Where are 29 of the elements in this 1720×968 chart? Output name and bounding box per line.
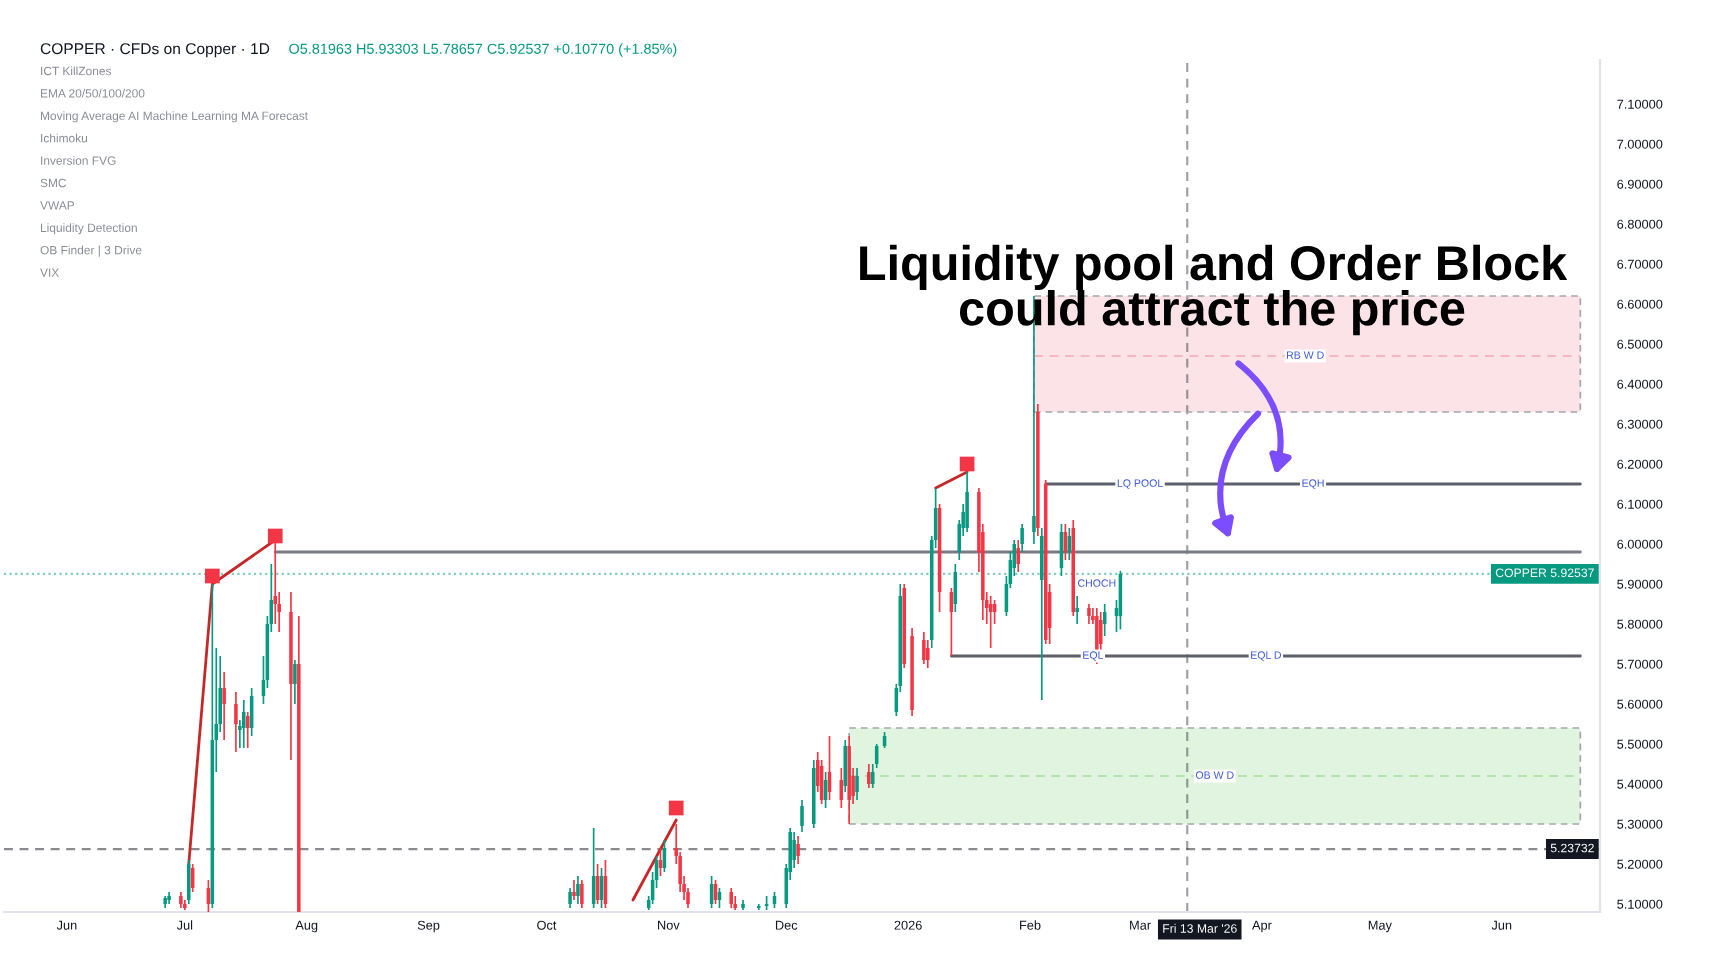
candlestick bbox=[572, 879, 576, 901]
point bbox=[267, 528, 283, 544]
candlestick bbox=[1087, 603, 1091, 625]
candlestick bbox=[926, 639, 930, 669]
candlestick bbox=[867, 763, 871, 789]
candlestick bbox=[1040, 527, 1044, 701]
candlestick bbox=[576, 875, 580, 905]
point bbox=[205, 568, 220, 584]
candlestick bbox=[222, 671, 226, 741]
candlestick bbox=[234, 691, 238, 753]
candlestick bbox=[293, 659, 297, 705]
candlestick bbox=[965, 471, 969, 533]
candlestick bbox=[792, 831, 796, 869]
candlestick bbox=[186, 859, 191, 905]
candlestick bbox=[843, 739, 848, 793]
candlestick bbox=[796, 835, 800, 865]
candlestick bbox=[855, 767, 859, 801]
candlestick bbox=[1075, 595, 1079, 625]
point bbox=[668, 800, 684, 816]
candlestick bbox=[1095, 607, 1099, 665]
candlestick bbox=[580, 879, 584, 909]
candlestick bbox=[1020, 523, 1024, 553]
candlestick bbox=[242, 699, 246, 749]
point bbox=[959, 456, 975, 472]
candlestick bbox=[922, 631, 926, 665]
candlestick bbox=[568, 887, 572, 909]
candlestick bbox=[1016, 539, 1020, 573]
candlestick bbox=[1032, 295, 1036, 545]
candlestick bbox=[800, 799, 804, 833]
